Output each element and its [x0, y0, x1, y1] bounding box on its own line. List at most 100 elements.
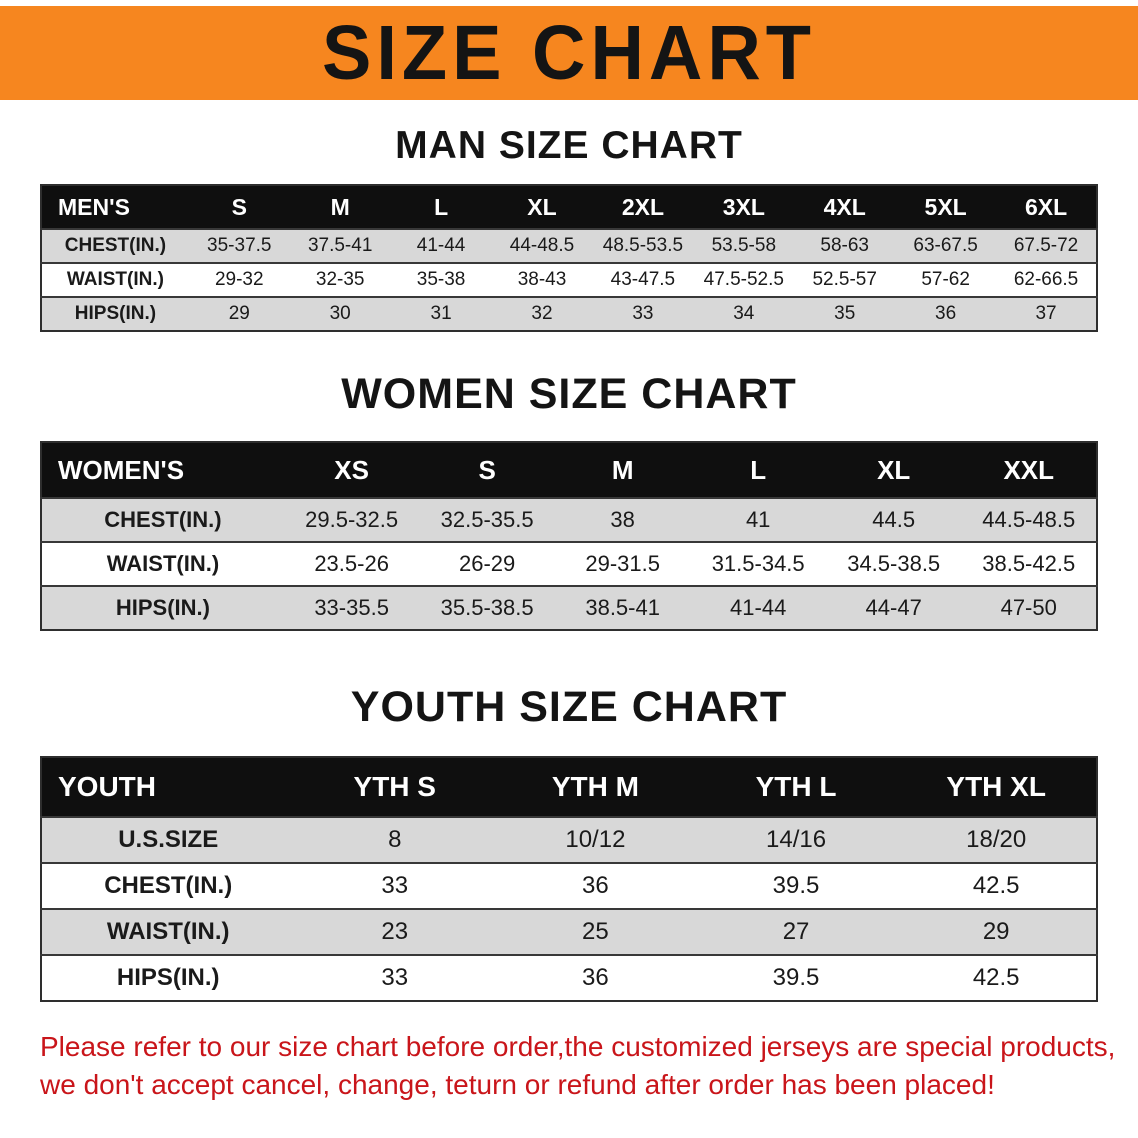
size-value-cell: 43-47.5 [592, 262, 694, 297]
size-value-cell: 36 [895, 296, 997, 331]
size-value-cell: 29 [188, 296, 290, 331]
table-row: HIPS(IN.) 29 30 31 32 33 34 35 36 37 [41, 296, 1097, 331]
size-value-cell: 36 [495, 862, 696, 909]
size-column-header: 2XL [592, 185, 694, 229]
size-value-cell: 42.5 [896, 862, 1097, 909]
size-column-header: YTH S [294, 757, 496, 817]
measurement-row-label: CHEST(IN.) [41, 228, 189, 263]
table-corner-label: WOMEN'S [41, 442, 284, 498]
size-value-cell: 32 [491, 296, 593, 331]
size-value-cell: 33 [294, 954, 496, 1001]
size-value-cell: 29-32 [188, 262, 290, 297]
notice-line-2: we don't accept cancel, change, teturn o… [40, 1069, 995, 1100]
size-value-cell: 47.5-52.5 [693, 262, 795, 297]
size-value-cell: 25 [495, 908, 696, 955]
size-value-cell: 44-48.5 [491, 228, 593, 263]
measurement-row-label: HIPS(IN.) [41, 296, 189, 331]
size-column-header: XL [491, 185, 593, 229]
size-column-header: 5XL [895, 185, 997, 229]
page-title: SIZE CHART [322, 9, 816, 96]
size-value-cell: 26-29 [419, 541, 555, 586]
size-value-cell: 34 [693, 296, 795, 331]
size-column-header: S [419, 442, 555, 498]
measurement-row-label: U.S.SIZE [41, 816, 295, 863]
size-value-cell: 42.5 [896, 954, 1097, 1001]
size-value-cell: 44.5 [825, 497, 962, 542]
measurement-row-label: HIPS(IN.) [41, 954, 295, 1001]
size-value-cell: 36 [495, 954, 696, 1001]
size-value-cell: 32.5-35.5 [419, 497, 555, 542]
size-value-cell: 14/16 [695, 816, 897, 863]
size-value-cell: 35 [794, 296, 896, 331]
size-value-cell: 53.5-58 [693, 228, 795, 263]
size-value-cell: 23 [294, 908, 496, 955]
size-value-cell: 39.5 [695, 954, 897, 1001]
table-row: HIPS(IN.) 33-35.5 35.5-38.5 38.5-41 41-44 44-… [41, 585, 1097, 630]
size-value-cell: 31.5-34.5 [690, 541, 826, 586]
size-value-cell: 30 [289, 296, 391, 331]
size-value-cell: 27 [695, 908, 897, 955]
size-column-header: 4XL [794, 185, 896, 229]
size-value-cell: 41-44 [690, 585, 826, 630]
size-column-header: M [554, 442, 691, 498]
size-value-cell: 33 [592, 296, 694, 331]
size-chart-page: SIZE CHART MAN SIZE CHART MEN'S S M L XL 2XL 3… [0, 6, 1138, 1138]
size-value-cell: 41 [690, 497, 826, 542]
size-value-cell: 35.5-38.5 [419, 585, 555, 630]
measurement-row-label: WAIST(IN.) [41, 541, 284, 586]
size-column-header: XL [825, 442, 962, 498]
size-column-header: YTH L [695, 757, 897, 817]
section-heading-women: WOMEN SIZE CHART [341, 370, 797, 418]
measurement-row-label: WAIST(IN.) [41, 908, 295, 955]
section-heading-youth: YOUTH SIZE CHART [350, 683, 788, 731]
size-value-cell: 44.5-48.5 [961, 497, 1097, 542]
size-column-header: S [188, 185, 290, 229]
size-column-header: 3XL [693, 185, 795, 229]
section-heading-men: MAN SIZE CHART [395, 124, 743, 167]
size-value-cell: 33 [294, 862, 496, 909]
measurement-row-label: CHEST(IN.) [41, 862, 295, 909]
size-value-cell: 33-35.5 [283, 585, 420, 630]
size-column-header: L [690, 442, 826, 498]
size-value-cell: 62-66.5 [996, 262, 1097, 297]
table-row: CHEST(IN.) 35-37.5 37.5-41 41-44 44-48.5 48.5… [41, 228, 1097, 263]
size-column-header: 6XL [996, 185, 1097, 229]
men-size-table: MEN'S S M L XL 2XL 3XL 4XL 5XL 6XL CHEST(IN.) 35-37… [40, 184, 1098, 332]
table-header-row: YOUTH YTH S YTH M YTH L YTH XL [41, 757, 1097, 817]
size-column-header: XXL [961, 442, 1097, 498]
measurement-row-label: WAIST(IN.) [41, 262, 189, 297]
size-value-cell: 48.5-53.5 [592, 228, 694, 263]
section-youth: YOUTH SIZE CHART YOUTH YTH S YTH M YTH L YTH… [0, 683, 1138, 1002]
table-row: WAIST(IN.) 29-32 32-35 35-38 38-43 43-47.5 47.… [41, 262, 1097, 297]
size-value-cell: 31 [390, 296, 492, 331]
size-value-cell: 29.5-32.5 [283, 497, 420, 542]
size-value-cell: 38.5-41 [554, 585, 691, 630]
size-value-cell: 57-62 [895, 262, 997, 297]
table-corner-label: MEN'S [41, 185, 189, 229]
table-row: WAIST(IN.) 23.5-26 26-29 29-31.5 31.5-34.5 34… [41, 541, 1097, 586]
size-value-cell: 67.5-72 [996, 228, 1097, 263]
measurement-row-label: HIPS(IN.) [41, 585, 284, 630]
footer-notice: Please refer to our size chart before or… [0, 1028, 1138, 1104]
section-women: WOMEN SIZE CHART WOMEN'S XS S M L XL XXL CHEST(… [0, 370, 1138, 631]
size-value-cell: 37.5-41 [289, 228, 391, 263]
size-value-cell: 32-35 [289, 262, 391, 297]
notice-line-1: Please refer to our size chart before or… [40, 1031, 1116, 1062]
size-value-cell: 39.5 [695, 862, 897, 909]
size-value-cell: 41-44 [390, 228, 492, 263]
size-value-cell: 18/20 [896, 816, 1097, 863]
size-value-cell: 63-67.5 [895, 228, 997, 263]
size-column-header: YTH M [495, 757, 696, 817]
size-value-cell: 44-47 [825, 585, 962, 630]
size-value-cell: 38-43 [491, 262, 593, 297]
table-row: U.S.SIZE 8 10/12 14/16 18/20 [41, 816, 1097, 863]
measurement-row-label: CHEST(IN.) [41, 497, 284, 542]
size-column-header: L [390, 185, 492, 229]
size-value-cell: 35-37.5 [188, 228, 290, 263]
section-men: MAN SIZE CHART MEN'S S M L XL 2XL 3XL 4XL 5XL 6XL… [0, 124, 1138, 332]
banner: SIZE CHART [0, 6, 1138, 100]
size-value-cell: 29-31.5 [554, 541, 691, 586]
size-value-cell: 34.5-38.5 [825, 541, 962, 586]
size-column-header: XS [283, 442, 420, 498]
table-row: CHEST(IN.) 29.5-32.5 32.5-35.5 38 41 44.5 44.5… [41, 497, 1097, 542]
